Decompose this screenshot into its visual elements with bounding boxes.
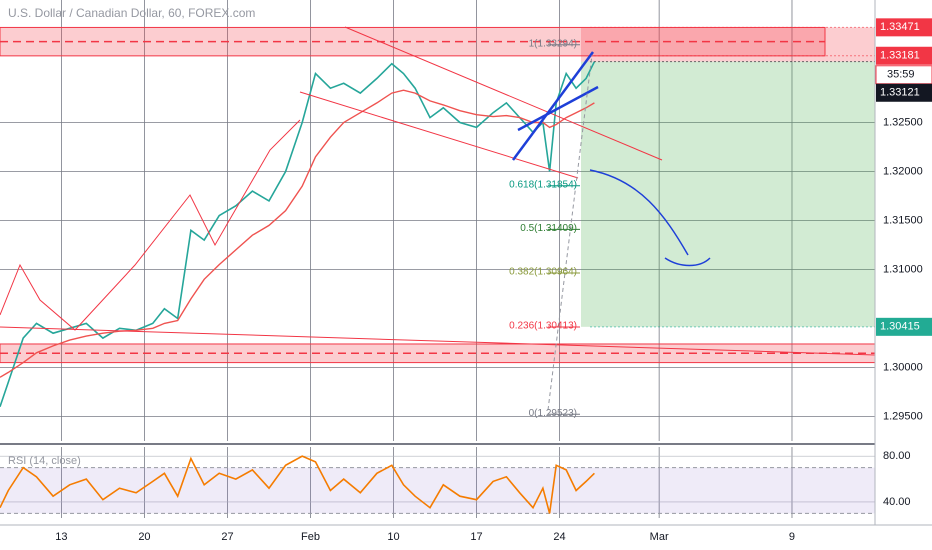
price-label: 1.33121 xyxy=(880,87,920,99)
zigzag xyxy=(0,119,301,331)
series-line xyxy=(0,89,595,378)
price-label-box xyxy=(876,18,932,37)
x-tick-label: 27 xyxy=(221,531,233,543)
y-tick-label: 80.00 xyxy=(883,450,911,462)
fib-label: 0(1.29523) xyxy=(529,408,577,419)
y-tick-label: 1.31500 xyxy=(883,214,923,226)
fib-label: 1(1.33294) xyxy=(529,38,577,49)
chart-title: U.S. Dollar / Canadian Dollar, 60, FOREX… xyxy=(8,6,255,20)
fib-label: 0.382(1.30964) xyxy=(509,267,577,278)
price-label-box xyxy=(876,83,932,102)
x-tick-label: Mar xyxy=(650,531,669,543)
rsi-title: RSI (14, close) xyxy=(8,455,81,467)
y-tick-label: 40.00 xyxy=(883,496,911,508)
y-tick-label: 1.29500 xyxy=(883,410,923,422)
zones xyxy=(0,26,876,514)
x-tick-label: 17 xyxy=(470,531,482,543)
price-label: 1.33471 xyxy=(880,21,920,33)
y-tick-label: 1.30000 xyxy=(883,361,923,373)
y-tick-label: 1.32000 xyxy=(883,165,923,177)
trend-line xyxy=(344,26,663,161)
drawings xyxy=(0,26,876,411)
fib-label: 0.5(1.31409) xyxy=(520,223,577,234)
channel-line xyxy=(517,85,599,132)
trend-line xyxy=(0,326,876,356)
stop-box xyxy=(581,27,875,62)
series-line xyxy=(0,455,595,514)
fib-label: 0.236(1.30413) xyxy=(509,321,577,332)
price-label-box xyxy=(876,317,932,336)
x-tick-label: 20 xyxy=(138,531,150,543)
grid xyxy=(0,0,875,518)
series-line xyxy=(0,61,596,407)
price-label: 1.30415 xyxy=(880,321,920,333)
x-tick-label: Feb xyxy=(301,531,320,543)
countdown: 35:59 xyxy=(887,69,915,81)
x-tick-label: 24 xyxy=(553,531,565,543)
target-box xyxy=(581,61,875,327)
channel-line xyxy=(511,51,595,161)
series-layer xyxy=(0,26,875,514)
rsi-band xyxy=(0,467,875,514)
y-tick-label: 1.31000 xyxy=(883,263,923,275)
x-tick-label: 10 xyxy=(387,531,399,543)
price-label: 1.33181 xyxy=(880,50,920,62)
fib-trend xyxy=(547,54,593,411)
projection-curve xyxy=(589,169,711,267)
trend-line xyxy=(299,91,579,179)
x-tick-label: 13 xyxy=(55,531,67,543)
y-tick-label: 1.32500 xyxy=(883,116,923,128)
price-label-box xyxy=(876,46,932,65)
fib-label: 0.618(1.31854) xyxy=(509,179,577,190)
x-tick-label: 9 xyxy=(789,531,795,543)
